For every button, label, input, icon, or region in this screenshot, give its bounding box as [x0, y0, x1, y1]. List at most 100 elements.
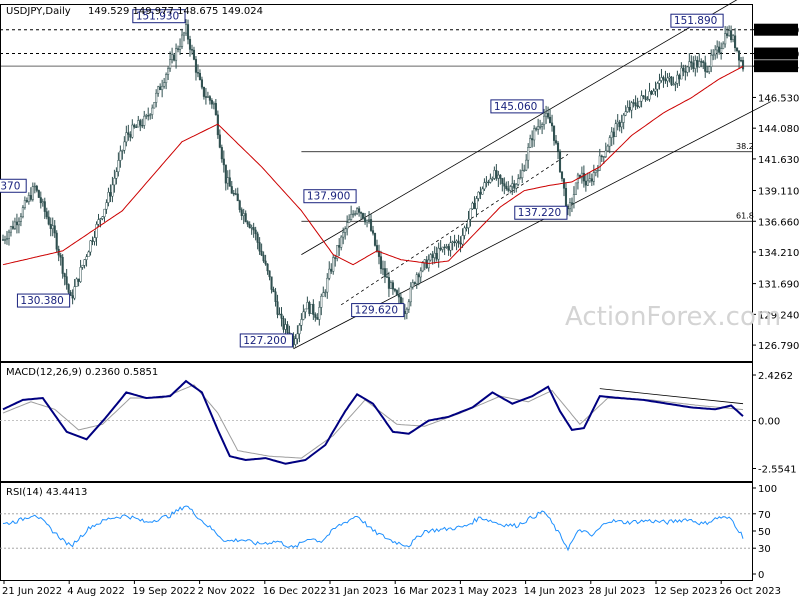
price-bar	[192, 46, 196, 61]
price-bar	[324, 289, 327, 298]
price-bar	[175, 43, 178, 69]
price-bar	[393, 288, 396, 293]
price-bar	[77, 278, 80, 287]
price-bar	[111, 176, 114, 203]
y-tick-label-rsi: 70	[758, 510, 771, 521]
price-bar	[634, 95, 637, 110]
chart-frames	[0, 4, 753, 581]
price-bar	[668, 72, 671, 83]
y-tick-label-macd: 2.4262	[758, 371, 793, 382]
price-bar	[485, 176, 488, 188]
price-bar	[678, 73, 681, 86]
price-bar	[278, 307, 281, 316]
price-bar	[656, 81, 659, 98]
x-tick-label: 19 Sep 2022	[132, 586, 195, 597]
price-bar	[694, 55, 697, 77]
price-bar	[103, 208, 106, 222]
price-bar	[720, 42, 723, 60]
price-bar	[674, 81, 677, 92]
price-bar	[1, 234, 5, 241]
price-bar	[411, 279, 414, 290]
y-tick-label-main: 139.110	[758, 187, 799, 198]
price-bar	[280, 307, 283, 327]
price-bar	[171, 47, 174, 64]
price-bar	[535, 126, 538, 132]
price-bar	[704, 55, 707, 78]
price-annotation-box	[0, 178, 27, 193]
price-bar	[63, 272, 66, 286]
price-bar	[31, 182, 34, 202]
price-bar	[296, 325, 299, 345]
price-bar	[644, 89, 647, 102]
price-bar	[336, 245, 339, 262]
price-bar	[680, 62, 683, 80]
channel-line-1	[301, 0, 738, 255]
price-bar	[584, 173, 587, 192]
price-bar	[184, 19, 188, 36]
price-bar	[326, 273, 329, 299]
price-bar	[517, 174, 520, 187]
price-bar	[594, 169, 597, 177]
price-bar	[163, 77, 166, 89]
price-bar	[730, 25, 733, 43]
price-bar	[39, 191, 42, 209]
price-bar	[706, 65, 709, 73]
price-bar	[610, 127, 613, 147]
y-tick-label-rsi: 0	[758, 570, 764, 581]
price-bar	[383, 260, 387, 284]
price-bar	[568, 198, 572, 217]
price-bar	[155, 89, 158, 108]
moving-average-line	[2, 66, 744, 266]
price-bar	[61, 254, 64, 279]
price-annotation-box	[514, 205, 568, 220]
y-price-box	[754, 23, 798, 36]
price-bar	[551, 114, 554, 132]
macd-signal-line	[2, 384, 744, 459]
price-bar	[525, 154, 528, 172]
price-bar	[37, 189, 40, 198]
y-tick-label-rsi: 100	[758, 484, 777, 495]
price-bar	[507, 181, 510, 193]
price-bar	[387, 271, 390, 298]
chart-header-symbol: USDJPY,Daily	[6, 6, 71, 17]
price-bar	[624, 105, 627, 117]
price-bar	[371, 225, 375, 236]
price-bar	[21, 205, 24, 219]
price-bar	[700, 58, 703, 68]
price-bar	[576, 172, 579, 190]
price-bar	[554, 134, 558, 145]
price-annotation: 129.620	[351, 303, 405, 318]
price-bar	[101, 216, 104, 221]
price-bar	[342, 227, 345, 245]
price-bar	[580, 166, 583, 184]
price-bar	[364, 212, 367, 225]
macd-title: MACD(12,26,9) 0.2360 0.5851	[6, 367, 158, 378]
price-bar	[310, 303, 313, 314]
x-tick-label: 26 Oct 2023	[719, 586, 781, 597]
price-bar	[582, 165, 585, 188]
price-annotation-label: 127.200	[243, 335, 286, 347]
price-bar	[379, 250, 383, 274]
price-bar	[461, 228, 464, 248]
y-tick-label-main: 126.790	[758, 341, 799, 352]
price-bar	[560, 171, 564, 182]
price-bar	[270, 276, 273, 294]
price-bar	[135, 124, 138, 128]
price-bar	[541, 122, 544, 135]
price-bar	[547, 106, 550, 120]
price-bar	[413, 281, 416, 286]
price-bar	[45, 207, 48, 220]
price-bar	[722, 41, 725, 50]
price-bar	[125, 125, 128, 147]
price-bar	[316, 313, 319, 320]
price-annotation: 151.890	[670, 13, 724, 28]
price-annotation-box	[351, 303, 405, 318]
price-bar	[109, 184, 112, 203]
price-bar	[479, 186, 482, 200]
price-bar	[210, 98, 213, 109]
price-bar	[240, 207, 243, 221]
price-annotation-label: 137.900	[307, 191, 350, 203]
price-bar	[606, 144, 609, 152]
price-bar	[282, 315, 285, 333]
price-bar	[129, 131, 132, 142]
